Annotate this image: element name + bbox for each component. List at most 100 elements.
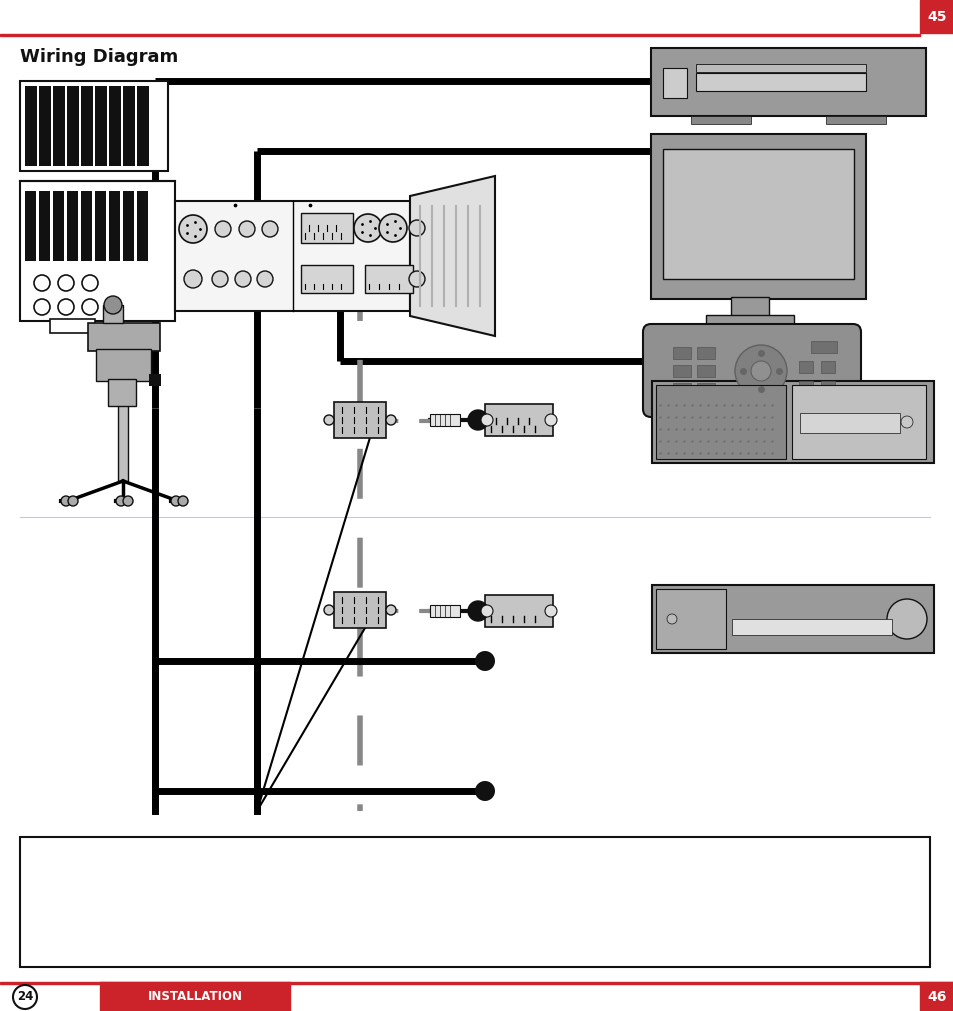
Bar — [705, 315, 793, 324]
Circle shape — [750, 361, 770, 381]
Bar — [656, 385, 785, 459]
Bar — [109, 86, 121, 166]
Bar — [334, 592, 386, 628]
Bar — [672, 347, 690, 359]
Circle shape — [82, 299, 98, 315]
Bar — [730, 297, 768, 317]
Bar — [149, 374, 161, 386]
Circle shape — [378, 214, 407, 242]
Bar — [20, 81, 168, 171]
Bar — [821, 381, 834, 393]
Bar — [123, 191, 133, 261]
Circle shape — [34, 275, 50, 291]
Bar — [651, 381, 933, 463]
Bar — [919, 982, 953, 1011]
Circle shape — [82, 275, 98, 291]
Bar — [825, 116, 885, 124]
Text: Wiring Diagram: Wiring Diagram — [20, 48, 178, 66]
Bar — [696, 64, 865, 72]
Bar — [39, 86, 51, 166]
Circle shape — [475, 651, 495, 671]
Bar — [651, 585, 933, 653]
Bar — [81, 86, 92, 166]
Bar — [672, 365, 690, 377]
Bar — [95, 86, 107, 166]
Circle shape — [212, 271, 228, 287]
Bar — [919, 0, 953, 33]
Circle shape — [474, 412, 490, 428]
Bar — [697, 347, 714, 359]
Circle shape — [666, 614, 677, 624]
Circle shape — [409, 220, 424, 236]
Bar — [301, 265, 353, 293]
Bar — [430, 605, 459, 617]
Circle shape — [409, 271, 424, 287]
Bar — [53, 191, 64, 261]
Bar — [137, 191, 148, 261]
Bar — [690, 116, 750, 124]
Bar — [430, 413, 459, 426]
Circle shape — [354, 214, 381, 242]
Circle shape — [234, 271, 251, 287]
Bar — [662, 149, 853, 279]
Bar — [301, 213, 353, 243]
Circle shape — [734, 345, 786, 397]
Bar — [821, 361, 834, 373]
Circle shape — [324, 605, 334, 615]
Circle shape — [256, 271, 273, 287]
Circle shape — [214, 221, 231, 237]
Circle shape — [123, 496, 132, 506]
Bar — [108, 379, 136, 406]
Bar — [20, 837, 929, 967]
Bar — [96, 349, 151, 381]
Circle shape — [544, 605, 557, 617]
Bar — [484, 595, 553, 627]
Circle shape — [116, 496, 126, 506]
Bar — [88, 323, 160, 351]
Circle shape — [179, 215, 207, 243]
Circle shape — [262, 221, 277, 237]
Bar — [0, 33, 919, 36]
Bar — [53, 86, 65, 166]
Circle shape — [324, 415, 334, 425]
Bar — [662, 68, 686, 98]
Bar — [650, 134, 865, 299]
Bar — [50, 319, 95, 333]
Bar — [650, 48, 925, 116]
Circle shape — [58, 299, 74, 315]
Circle shape — [544, 413, 557, 426]
Circle shape — [68, 496, 78, 506]
Bar — [39, 191, 50, 261]
Bar — [731, 619, 891, 635]
Bar — [67, 86, 79, 166]
Circle shape — [900, 416, 912, 428]
Bar — [799, 381, 812, 393]
Circle shape — [386, 415, 395, 425]
Bar — [0, 982, 953, 984]
Circle shape — [104, 296, 122, 314]
Circle shape — [468, 601, 488, 621]
Circle shape — [480, 413, 493, 426]
Bar — [81, 191, 91, 261]
Bar — [484, 404, 553, 436]
Text: INSTALLATION: INSTALLATION — [148, 991, 242, 1004]
Circle shape — [474, 603, 490, 619]
Bar — [20, 181, 174, 321]
FancyBboxPatch shape — [642, 324, 861, 417]
Polygon shape — [410, 176, 495, 336]
Bar — [100, 982, 290, 1011]
Circle shape — [475, 782, 495, 801]
Bar — [697, 365, 714, 377]
Circle shape — [184, 270, 202, 288]
Bar — [810, 341, 836, 353]
Circle shape — [58, 275, 74, 291]
Circle shape — [61, 496, 71, 506]
Text: 46: 46 — [926, 990, 945, 1004]
Circle shape — [468, 410, 488, 430]
Circle shape — [386, 605, 395, 615]
Circle shape — [178, 496, 188, 506]
Bar — [123, 86, 135, 166]
Bar — [656, 589, 725, 649]
Text: 24: 24 — [17, 991, 33, 1004]
Circle shape — [480, 605, 493, 617]
